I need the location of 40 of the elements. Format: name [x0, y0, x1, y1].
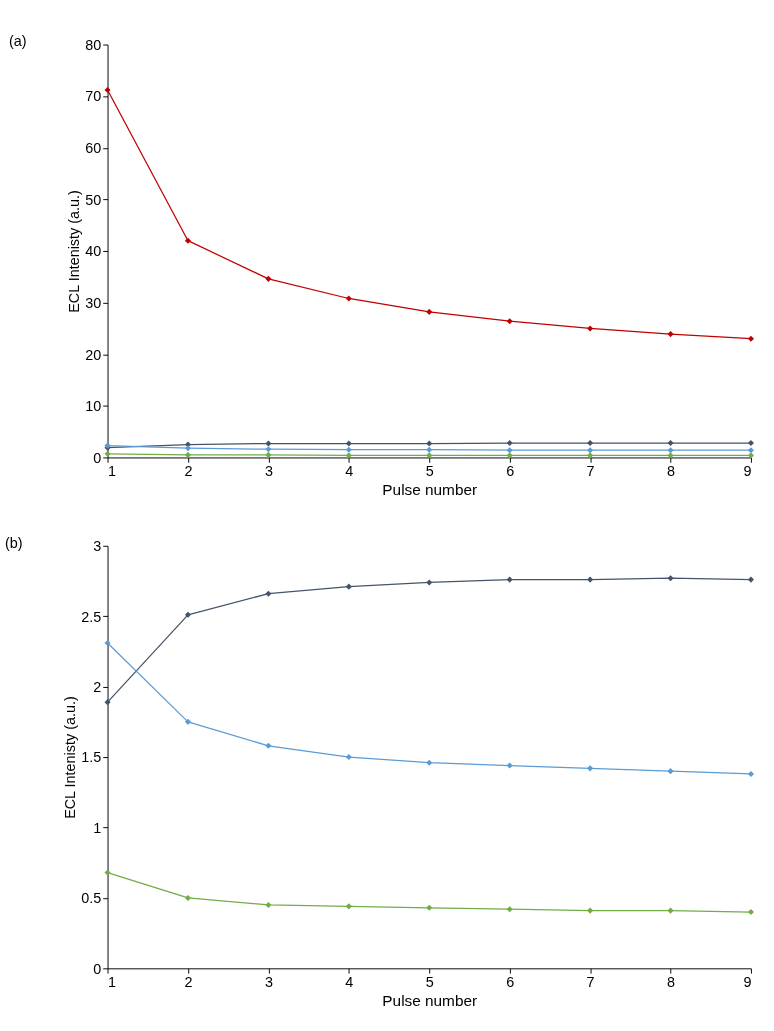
y-tick-label: 30: [85, 294, 102, 311]
y-tick-label: 1: [93, 819, 102, 836]
chart-title: (b): [4, 534, 23, 551]
x-tick-label: 6: [506, 974, 515, 991]
y-tick-label: 10: [85, 398, 102, 415]
y-tick-label: 60: [85, 140, 102, 157]
x-tick-label: 5: [425, 463, 434, 480]
y-tick-label: 20: [85, 346, 102, 363]
x-axis-title: Pulse number: [382, 992, 478, 1010]
y-axis-title: ECL Intenisty (a.u.): [61, 696, 78, 819]
y-tick-label: 40: [85, 243, 102, 260]
x-tick-label: 9: [743, 974, 752, 991]
x-tick-label: 7: [586, 974, 595, 991]
y-tick-label: 2.5: [81, 608, 102, 625]
x-tick-label: 4: [345, 463, 354, 480]
x-tick-label: 1: [108, 463, 117, 480]
x-tick-label: 1: [108, 974, 117, 991]
x-tick-label: 4: [345, 974, 354, 991]
x-tick-label: 3: [264, 463, 273, 480]
y-tick-label: 80: [85, 36, 102, 53]
x-tick-label: 6: [506, 463, 515, 480]
x-tick-label: 2: [184, 463, 193, 480]
y-tick-label: 1.5: [81, 749, 102, 766]
y-tick-label: 70: [85, 88, 102, 105]
x-tick-label: 7: [586, 463, 595, 480]
x-tick-label: 8: [667, 463, 676, 480]
y-tick-label: 0: [93, 449, 102, 466]
chart-title: (a): [8, 33, 27, 50]
x-tick-label: 8: [667, 974, 676, 991]
x-tick-label: 3: [264, 974, 273, 991]
y-tick-label: 0: [93, 960, 102, 977]
x-tick-label: 5: [425, 974, 434, 991]
y-tick-label: 50: [85, 191, 102, 208]
y-tick-label: 2: [93, 678, 102, 695]
y-tick-label: 0.5: [81, 890, 102, 907]
y-axis-title: ECL Intenisty (a.u.): [65, 190, 82, 313]
x-axis-title: Pulse number: [382, 481, 478, 499]
y-tick-label: 3: [93, 538, 102, 555]
x-tick-label: 2: [184, 974, 193, 991]
x-tick-label: 9: [743, 463, 752, 480]
